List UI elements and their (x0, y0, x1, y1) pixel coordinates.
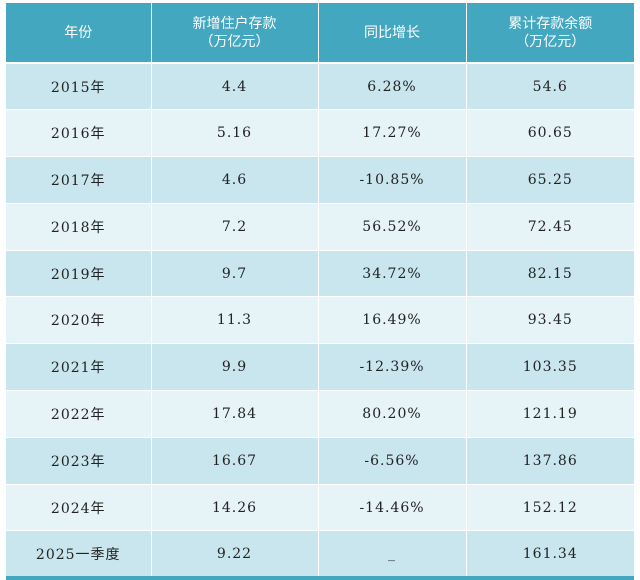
cell-cumulative-balance: 82.15 (466, 250, 634, 298)
header-cumulative-balance: 累计存款余额 （万亿元） (466, 3, 634, 64)
cell-yoy-growth: 16.49% (318, 296, 467, 345)
cell-year: 2021年 (6, 343, 152, 392)
cell-yoy-growth: _ (318, 530, 467, 579)
cell-cumulative-balance: 65.25 (466, 156, 634, 204)
cell-new-deposits: 14.26 (151, 484, 319, 532)
table-row: 2017年 4.6 -10.85% 65.25 (6, 156, 634, 204)
table-bottom-bar (6, 576, 634, 580)
table-row: 2018年 7.2 56.52% 72.45 (6, 203, 634, 251)
table-row: 2021年 9.9 -12.39% 103.35 (6, 343, 634, 392)
cell-year: 2022年 (6, 390, 152, 438)
header-year: 年份 (6, 3, 152, 64)
cell-yoy-growth: 17.27% (318, 109, 467, 158)
cell-year: 2025一季度 (6, 530, 152, 579)
cell-new-deposits: 16.67 (151, 437, 319, 485)
cell-new-deposits: 7.2 (151, 203, 319, 251)
table-row: 2022年 17.84 80.20% 121.19 (6, 390, 634, 438)
cell-new-deposits: 4.4 (151, 63, 319, 111)
cell-new-deposits: 9.7 (151, 250, 319, 298)
cell-yoy-growth: 80.20% (318, 390, 467, 438)
cell-cumulative-balance: 60.65 (466, 109, 634, 158)
table-row: 2020年 11.3 16.49% 93.45 (6, 296, 634, 345)
cell-cumulative-balance: 72.45 (466, 203, 634, 251)
header-cumulative-balance-label: 累计存款余额 (508, 15, 593, 32)
deposit-table: 年份 新增住户存款 （万亿元） 同比增长 累计存款余额 （万亿元） 2015年 … (6, 3, 634, 579)
cell-cumulative-balance: 54.6 (466, 63, 634, 111)
table-row: 2025一季度 9.22 _ 161.34 (6, 530, 634, 579)
cell-yoy-growth: 6.28% (318, 63, 467, 111)
cell-year: 2016年 (6, 109, 152, 158)
table-row: 2019年 9.7 34.72% 82.15 (6, 250, 634, 298)
cell-yoy-growth: -10.85% (318, 156, 467, 204)
table-row: 2023年 16.67 -6.56% 137.86 (6, 437, 634, 485)
cell-year: 2024年 (6, 484, 152, 532)
cell-yoy-growth: -6.56% (318, 437, 467, 485)
table-row: 2024年 14.26 -14.46% 152.12 (6, 484, 634, 532)
cell-new-deposits: 4.6 (151, 156, 319, 204)
cell-yoy-growth: -14.46% (318, 484, 467, 532)
cell-year: 2015年 (6, 63, 152, 111)
cell-year: 2018年 (6, 203, 152, 251)
cell-new-deposits: 9.9 (151, 343, 319, 392)
header-yoy-growth: 同比增长 (318, 3, 467, 64)
cell-yoy-growth: 56.52% (318, 203, 467, 251)
cell-cumulative-balance: 121.19 (466, 390, 634, 438)
table-row: 2016年 5.16 17.27% 60.65 (6, 109, 634, 158)
cell-year: 2017年 (6, 156, 152, 204)
header-cumulative-balance-unit: （万亿元） (515, 33, 586, 50)
header-new-deposits-label: 新增住户存款 (192, 15, 277, 32)
table-row: 2015年 4.4 6.28% 54.6 (6, 63, 634, 111)
cell-year: 2019年 (6, 250, 152, 298)
cell-cumulative-balance: 152.12 (466, 484, 634, 532)
table-body: 2015年 4.4 6.28% 54.6 2016年 5.16 17.27% 6… (6, 63, 634, 579)
header-row: 年份 新增住户存款 （万亿元） 同比增长 累计存款余额 （万亿元） (6, 3, 634, 64)
header-year-label: 年份 (64, 24, 93, 41)
header-yoy-growth-label: 同比增长 (364, 24, 420, 41)
cell-new-deposits: 5.16 (151, 109, 319, 158)
cell-year: 2020年 (6, 296, 152, 345)
cell-cumulative-balance: 161.34 (466, 530, 634, 579)
table-header: 年份 新增住户存款 （万亿元） 同比增长 累计存款余额 （万亿元） (6, 3, 634, 64)
cell-cumulative-balance: 137.86 (466, 437, 634, 485)
cell-cumulative-balance: 93.45 (466, 296, 634, 345)
cell-new-deposits: 17.84 (151, 390, 319, 438)
header-new-deposits: 新增住户存款 （万亿元） (151, 3, 319, 64)
cell-yoy-growth: -12.39% (318, 343, 467, 392)
cell-yoy-growth: 34.72% (318, 250, 467, 298)
cell-new-deposits: 9.22 (151, 530, 319, 579)
header-new-deposits-unit: （万亿元） (199, 33, 270, 50)
cell-cumulative-balance: 103.35 (466, 343, 634, 392)
cell-year: 2023年 (6, 437, 152, 485)
cell-new-deposits: 11.3 (151, 296, 319, 345)
